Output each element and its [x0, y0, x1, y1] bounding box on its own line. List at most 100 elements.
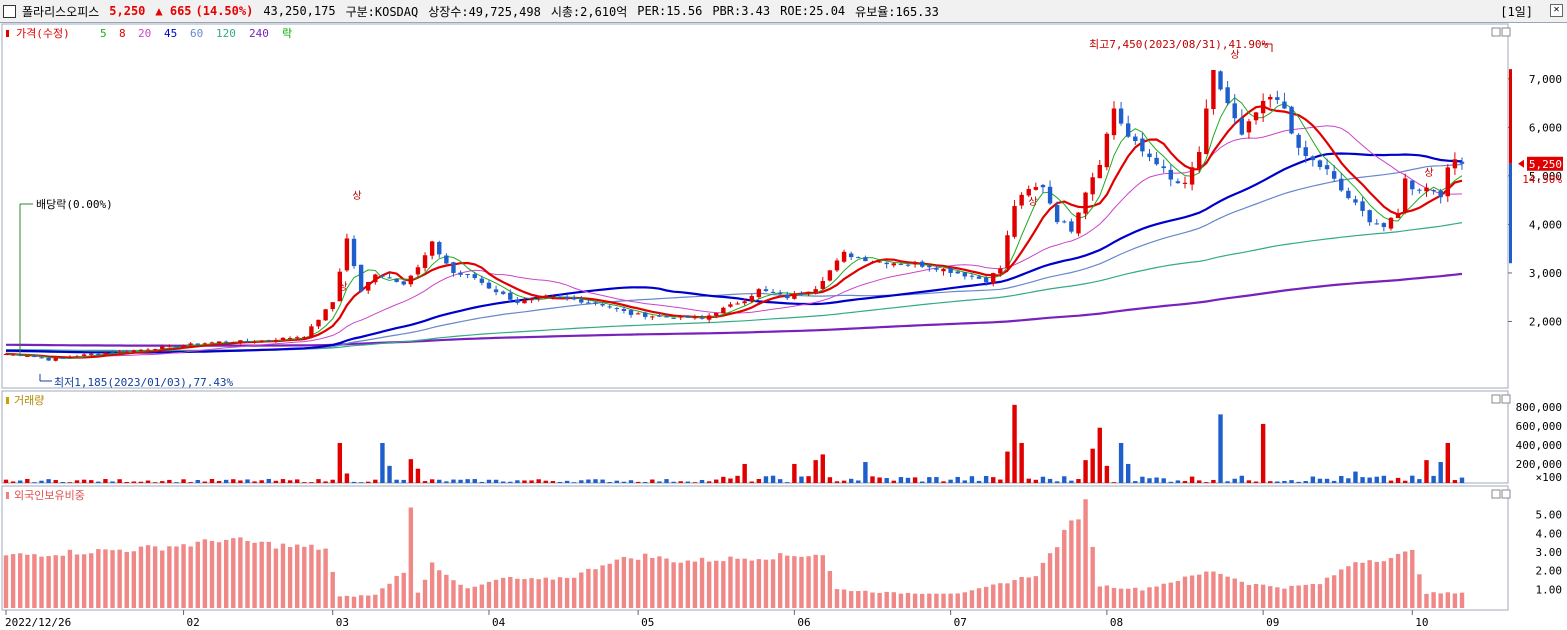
volume-bar [1324, 478, 1330, 483]
candle-body [763, 289, 769, 291]
candle-body [728, 304, 733, 307]
volume-bar [216, 481, 222, 483]
volume-bar [742, 463, 747, 483]
volume-bar [188, 482, 193, 483]
candle-body [259, 340, 264, 342]
volume-bar [1204, 482, 1209, 483]
candle-body [152, 349, 158, 351]
foreign-ratio-bar [841, 589, 847, 608]
candle-body [238, 340, 243, 343]
foreign-y-tick-label: 5.00 [1536, 509, 1563, 522]
foreign-ratio-bar [1296, 585, 1301, 608]
volume-bar [1239, 475, 1245, 483]
volume-bar [891, 480, 897, 483]
foreign-ratio-bar [1090, 546, 1095, 608]
candle-body [401, 281, 406, 285]
candle-body [1268, 96, 1273, 100]
volume-bar [89, 480, 94, 483]
candle-body [415, 267, 421, 275]
stock-name: 폴라리스오피스 [22, 4, 100, 19]
candle-body [593, 302, 598, 304]
volume-bar [358, 482, 364, 483]
candle-body [614, 308, 620, 310]
stock-header: 폴라리스오피스 5,250 ▲ 665 (14.50%) 43,250,175 … [0, 0, 1567, 23]
foreign-ratio-bar [444, 574, 449, 608]
foreign-ratio-bar [1140, 590, 1145, 608]
volume-bar [1175, 480, 1181, 483]
volume-bar [593, 479, 598, 483]
candle-body [1232, 103, 1237, 119]
candle-body [493, 289, 499, 293]
foreign-ratio-bar [692, 561, 698, 608]
candle-body [1189, 167, 1195, 185]
candle-body [564, 296, 570, 299]
volume-bar [373, 479, 378, 483]
candle-body [770, 291, 776, 293]
volume-bar [131, 481, 137, 483]
foreign-ratio-bar [1331, 575, 1337, 608]
foreign-ratio-bar [912, 593, 918, 608]
foreign-ratio-bar [373, 594, 378, 608]
volume-bar [3, 479, 9, 483]
candle-body [266, 340, 271, 342]
volume-y-tick-label: 600,000 [1516, 420, 1562, 433]
foreign-ratio-bar [827, 570, 833, 608]
volume-bar [614, 480, 620, 483]
candle-body [991, 273, 996, 284]
volume-bar [39, 480, 44, 483]
foreign-ratio-bar [1076, 519, 1081, 608]
price-legend-item: 20 [138, 27, 151, 40]
candle-body [735, 303, 740, 305]
volume-bar [124, 482, 129, 483]
candle-body [650, 316, 655, 318]
volume-bar [962, 480, 968, 483]
volume-bar [351, 481, 357, 483]
candle-body [373, 274, 378, 283]
foreign-ratio-bar [685, 560, 691, 608]
price-legend-item: 60 [190, 27, 203, 40]
volume-bar [302, 482, 307, 483]
foreign-ratio-bar [145, 545, 151, 608]
candle-body [1097, 164, 1102, 179]
header-checkbox[interactable] [3, 4, 16, 18]
foreign-ratio-bar [10, 554, 16, 608]
price-panel-minimize-icon [1491, 27, 1501, 37]
candle-body [1260, 100, 1266, 114]
foreign-ratio-bar [1211, 571, 1216, 608]
candle-body [1076, 212, 1081, 234]
candle-body [1118, 108, 1124, 124]
foreign-ratio-bar [508, 577, 513, 608]
volume-bar [451, 479, 456, 483]
volume-bar [479, 481, 485, 483]
roe-value: ROE:25.04 [780, 4, 846, 18]
foreign-ratio-bar [863, 590, 868, 608]
candle-body [586, 302, 591, 304]
foreign-ratio-bar [1161, 583, 1166, 608]
candle-body [1374, 223, 1379, 225]
candle-body [1069, 221, 1074, 232]
candle-body [898, 263, 904, 265]
candle-body [280, 337, 286, 341]
foreign-ratio-bar [422, 579, 428, 608]
volume-bar [1104, 465, 1110, 483]
foreign-ratio-bar [1353, 562, 1358, 608]
foreign-ratio-bar [152, 546, 158, 608]
volume-bar [692, 482, 698, 483]
candle-body [550, 296, 556, 298]
foreign-ratio-bar [820, 555, 825, 608]
volume-bar [856, 480, 861, 483]
foreign-ratio-bar [1111, 587, 1117, 608]
candle-body [827, 270, 833, 281]
volume-bar [1346, 478, 1351, 483]
foreign-ratio-bar [1047, 553, 1053, 608]
foreign-ratio-bar [1317, 584, 1323, 608]
foreign-ratio-bar [614, 559, 620, 608]
candle-body [81, 354, 87, 356]
period-selector[interactable]: [1일] [1500, 5, 1533, 19]
candle-body [337, 271, 343, 302]
foreign-y-tick-label: 2.00 [1536, 565, 1563, 578]
candle-body [742, 301, 747, 304]
volume-bar [564, 480, 570, 483]
volume-bar [1339, 475, 1344, 483]
close-icon[interactable]: ✕ [1550, 4, 1563, 17]
